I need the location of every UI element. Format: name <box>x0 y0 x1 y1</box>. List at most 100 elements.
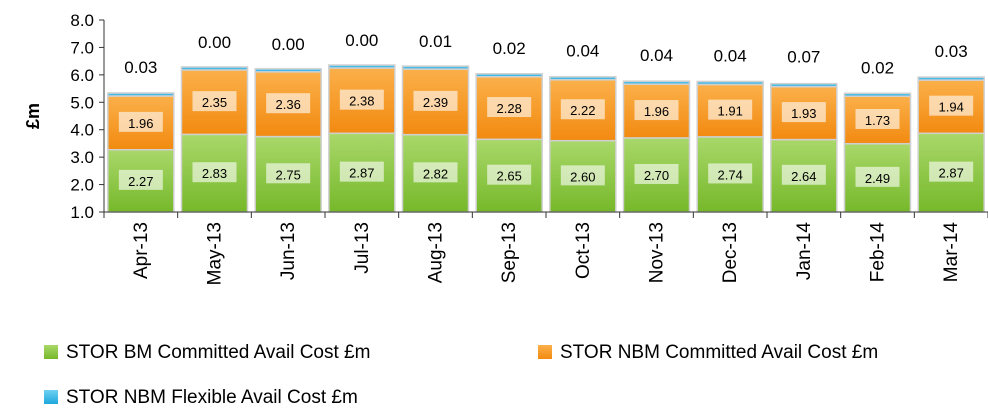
x-tick-label: Sep-13 <box>499 222 520 283</box>
legend: STOR BM Committed Avail Cost £m STOR NBM … <box>44 342 878 408</box>
data-label: 1.91 <box>718 104 743 119</box>
bar-segment <box>622 80 691 85</box>
y-tick-label: 3.0 <box>70 148 94 167</box>
data-label: 2.35 <box>202 95 227 110</box>
labels-layer: 2.27 1.96 0.03 2.83 2.35 0.00 2.75 2.36 0.00 2.87… <box>118 31 974 190</box>
y-tick-label: 5.0 <box>70 93 94 112</box>
data-label-bg <box>487 97 532 118</box>
y-tick-label: 2.0 <box>70 176 94 195</box>
bar-segment <box>401 65 470 70</box>
data-label: 2.83 <box>202 166 227 181</box>
data-label-top: 0.00 <box>345 31 378 50</box>
data-label-bg <box>708 99 753 120</box>
bar-segment <box>549 76 617 81</box>
x-tick-label: Mar-14 <box>941 222 962 283</box>
x-tick-label: Apr-13 <box>131 222 152 279</box>
data-label: 1.93 <box>791 106 816 121</box>
data-label: 1.96 <box>128 116 153 131</box>
data-label-bg <box>118 111 163 132</box>
data-label-bg <box>855 108 900 129</box>
data-label-bg <box>266 163 311 184</box>
data-label-top: 0.00 <box>272 35 305 54</box>
data-label-top: 0.07 <box>787 48 820 67</box>
legend-label: STOR NBM Committed Avail Cost £m <box>560 342 878 363</box>
data-label: 2.22 <box>570 103 595 118</box>
bar-segment <box>254 68 322 73</box>
data-label-bg <box>413 90 458 111</box>
bars-layer <box>107 64 985 213</box>
data-label-bg <box>855 166 900 187</box>
data-label-top: 0.04 <box>566 42 599 61</box>
bar-segment <box>180 66 249 71</box>
data-label-bg <box>708 163 753 184</box>
y-tick-label: 4.0 <box>70 121 94 140</box>
x-tick-label: Nov-13 <box>647 222 668 283</box>
data-label: 2.65 <box>497 169 522 184</box>
y-tick-label: 7.0 <box>70 38 94 57</box>
data-label: 2.36 <box>276 97 301 112</box>
data-label-bg <box>339 89 384 110</box>
data-label-top: 0.03 <box>124 58 157 77</box>
data-label-top: 0.01 <box>419 32 452 51</box>
x-tick-label: Feb-14 <box>868 222 889 283</box>
data-label-bg <box>192 162 237 183</box>
data-label-bg <box>929 95 974 116</box>
data-label: 2.82 <box>423 166 448 181</box>
data-label: 2.70 <box>644 168 669 183</box>
data-label-top: 0.02 <box>861 59 894 78</box>
x-tick-label: Jul-13 <box>352 222 373 274</box>
legend-label: STOR NBM Flexible Avail Cost £m <box>66 387 358 408</box>
bar-segment <box>770 82 838 88</box>
data-label: 2.49 <box>865 171 890 186</box>
data-label-top: 0.04 <box>714 46 747 65</box>
x-tick-label: Jan-14 <box>794 222 815 281</box>
data-label: 2.74 <box>718 167 743 182</box>
bar-segment <box>107 92 175 97</box>
y-tick-label: 8.0 <box>70 11 94 30</box>
data-label-bg <box>487 164 532 185</box>
data-label-bg <box>781 164 826 185</box>
data-label: 2.87 <box>349 166 374 181</box>
bar-segment <box>328 64 396 69</box>
x-tick-label: May-13 <box>205 222 226 285</box>
data-label: 2.60 <box>570 169 595 184</box>
data-label-bg <box>560 165 605 186</box>
data-label-top: 0.02 <box>493 39 526 58</box>
data-label-bg <box>192 91 237 112</box>
legend-label: STOR BM Committed Avail Cost £m <box>66 342 370 363</box>
data-label-bg <box>929 161 974 182</box>
data-label-top: 0.04 <box>640 46 673 65</box>
data-label-bg <box>413 162 458 183</box>
data-label-bg <box>266 93 311 114</box>
data-label-bg <box>634 100 679 121</box>
data-label: 2.38 <box>349 94 374 109</box>
legend-swatch <box>44 390 58 404</box>
y-axis-title: £m <box>23 103 43 129</box>
bar-segment <box>696 80 764 86</box>
data-label-bg <box>560 99 605 120</box>
legend-swatch <box>44 345 58 359</box>
data-label: 2.64 <box>791 169 816 184</box>
y-tick-label: 1.0 <box>70 203 94 222</box>
bar-segment <box>843 92 912 98</box>
data-label: 2.39 <box>423 95 448 110</box>
x-tick-label: Jun-13 <box>278 222 299 280</box>
data-label-bg <box>118 169 163 190</box>
x-tick-label: Aug-13 <box>426 222 447 283</box>
x-tick-label: Dec-13 <box>720 222 741 283</box>
x-tick-label: Oct-13 <box>573 222 594 279</box>
y-tick-label: 6.0 <box>70 66 94 85</box>
bar-segment <box>917 76 985 81</box>
data-label-bg <box>339 161 384 182</box>
data-label: 1.73 <box>865 113 890 128</box>
legend-swatch <box>538 345 552 359</box>
data-label: 2.27 <box>128 174 153 189</box>
data-label: 1.94 <box>939 100 964 115</box>
data-label-bg <box>781 102 826 123</box>
data-label: 2.87 <box>939 166 964 181</box>
data-label-bg <box>634 163 679 184</box>
data-label: 2.28 <box>497 101 522 116</box>
bar-segment <box>475 73 543 78</box>
